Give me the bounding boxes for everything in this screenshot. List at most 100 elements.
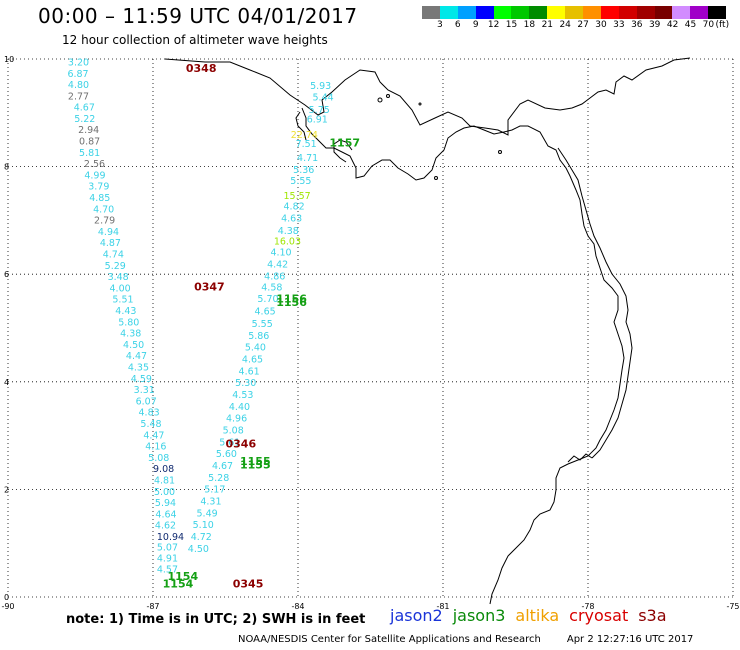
units-note: note: 1) Time is in UTC; 2) SWH is in fe… (66, 612, 366, 627)
legend-swatch (511, 6, 530, 19)
pass-time-label: 0346 (226, 437, 257, 450)
legend-label: 45 (684, 20, 697, 30)
legend-swatch (547, 6, 566, 19)
y-tick-label: 10 (4, 55, 14, 64)
swh-value: 4.53 (232, 390, 253, 401)
x-tick-label: -87 (146, 602, 159, 611)
swh-value: 5.00 (154, 487, 175, 498)
pass-time-label: 1155 (240, 458, 271, 471)
legend-label: 15 (505, 20, 518, 30)
swh-value: 4.57 (157, 564, 178, 575)
swh-value: 4.40 (229, 402, 250, 413)
x-tick-label: -81 (436, 602, 449, 611)
legend-swatch (690, 6, 709, 19)
swh-value: 5.49 (197, 508, 218, 519)
swh-value: 3.79 (88, 182, 109, 193)
swh-value: 5.60 (216, 449, 237, 460)
legend-label: 12 (487, 20, 500, 30)
swh-value: 6.87 (67, 69, 88, 80)
legend-label: 3 (437, 20, 443, 30)
legend-label: 9 (472, 20, 479, 30)
satellite-legend: jason2 jason3 altika cryosat s3a (390, 606, 677, 625)
pass-time-label: 1155 (240, 455, 271, 468)
swh-value: 5.86 (248, 331, 269, 342)
footer-credit: NOAA/NESDIS Center for Satellite Applica… (238, 634, 719, 645)
lat-lon-grid (7, 58, 734, 598)
x-tick-label: -75 (726, 602, 739, 611)
swh-value: 4.83 (139, 408, 160, 419)
swh-value: 5.17 (204, 485, 225, 496)
swh-value: 5.30 (235, 378, 256, 389)
legend-labels: 3 6 9 12 15 18 21 24 27 30 33 36 39 42 45 70 (ft) (422, 19, 729, 31)
satellite-altika: altika (515, 606, 560, 625)
swh-value: 22.74 (291, 130, 318, 141)
satellite-s3a: s3a (638, 606, 667, 625)
y-tick-label: 6 (4, 270, 9, 279)
axis-tick-labels: -90 -87 -84 -81 -78 -75 0 2 4 6 8 10 (1, 55, 739, 611)
pass-time-label: 0345 (233, 577, 264, 590)
swh-value: 5.75 (309, 105, 330, 116)
pass-time-label: 0347 (194, 280, 225, 293)
swh-value: 4.59 (131, 374, 152, 385)
swh-value: 5.70 (257, 294, 278, 305)
legend-unit: (ft) (715, 20, 730, 30)
swh-value: 5.94 (155, 498, 176, 509)
pass-time-label: 1157 (329, 137, 360, 150)
swh-value: 4.86 (264, 272, 285, 283)
pass-time-label: 1154 (163, 577, 194, 590)
altimeter-track-b: 5.935.445.756.9122.747.514.715.365.5515.… (188, 81, 334, 555)
legend-swatch (636, 6, 655, 19)
legend-swatch (672, 6, 691, 19)
legend-swatch (618, 6, 637, 19)
legend-swatch (493, 6, 512, 19)
legend-swatch (439, 6, 458, 19)
swh-value: 4.85 (89, 193, 110, 204)
pass-time-label: 1154 (168, 570, 199, 583)
swh-value: 4.87 (100, 238, 121, 249)
legend-swatch (565, 6, 584, 19)
wave-height-legend: 3 6 9 12 15 18 21 24 27 30 33 36 39 42 45 70 (ft) (422, 6, 729, 31)
swh-value: 3.20 (68, 57, 89, 68)
legend-swatches (422, 6, 727, 19)
y-tick-label: 4 (4, 378, 9, 387)
legend-swatch (654, 6, 673, 19)
legend-swatch (583, 6, 601, 19)
legend-label: 27 (577, 20, 589, 30)
swh-value: 4.80 (68, 80, 89, 91)
swh-value: 5.55 (290, 176, 311, 187)
swh-value: 4.47 (126, 351, 147, 362)
legend-swatch (600, 6, 619, 19)
swh-value: 0.87 (79, 137, 100, 148)
swh-value: 5.80 (118, 317, 139, 328)
swh-value: 5.61 (219, 437, 240, 448)
legend-label: 30 (595, 20, 607, 30)
swh-value: 4.71 (297, 153, 318, 164)
swh-value: 4.65 (255, 307, 276, 318)
swh-value: 15.57 (284, 191, 311, 202)
legend-label: 24 (559, 20, 571, 30)
swh-value: 4.43 (115, 306, 136, 317)
pass-time-label: 0348 (186, 62, 217, 75)
legend-label: 42 (666, 20, 679, 30)
swh-value: 4.61 (239, 366, 260, 377)
footer-agency: NOAA/NESDIS Center for Satellite Applica… (238, 634, 541, 645)
swh-value: 4.64 (155, 509, 176, 520)
swh-value: 5.40 (245, 343, 266, 354)
swh-value: 4.35 (128, 363, 149, 374)
legend-label: 39 (648, 20, 661, 30)
swh-value: 4.96 (226, 414, 247, 425)
swh-value: 4.81 (154, 475, 175, 486)
swh-value: 4.74 (103, 250, 124, 261)
swh-value: 2.56 (84, 159, 105, 170)
swh-value: 4.42 (267, 260, 288, 271)
satellite-jason2: jason2 (390, 606, 443, 625)
swh-value: 4.31 (200, 496, 221, 507)
map-subtitle: 12 hour collection of altimeter wave hei… (62, 33, 328, 47)
pass-time-label: 1156 (276, 296, 307, 309)
swh-value: 4.67 (212, 461, 233, 472)
swh-value: 5.29 (105, 261, 126, 272)
swh-value: 4.50 (123, 340, 144, 351)
swh-value: 5.10 (193, 520, 214, 531)
pass-time-labels: 0348034703460345115711561156115511551154… (163, 62, 360, 590)
